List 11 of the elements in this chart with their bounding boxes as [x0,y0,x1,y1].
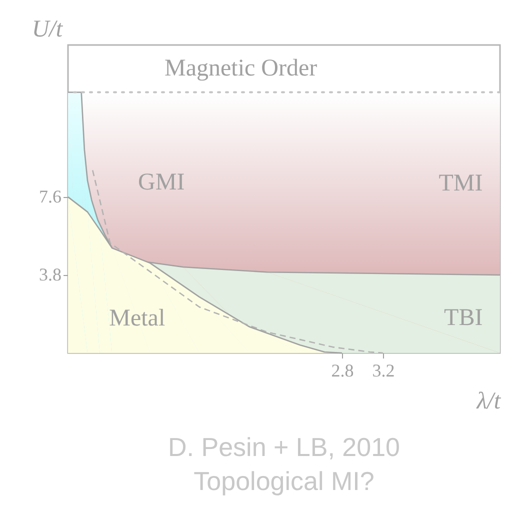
series-label: Metal [109,306,166,332]
x-tick-label: 2.8 [331,360,354,380]
series-label: GMI [138,169,185,196]
x-axis-title: λ/t [476,388,502,414]
y-tick-label: 7.6 [39,186,62,206]
band-label: TMI [438,170,483,196]
ref-line-label: Magnetic Order [164,56,318,82]
x-tick-label: 3.2 [372,360,395,380]
series-label: TBI [444,304,483,331]
y-tick-label: 3.8 [39,264,62,284]
y-axis-title: U/t [32,16,64,42]
